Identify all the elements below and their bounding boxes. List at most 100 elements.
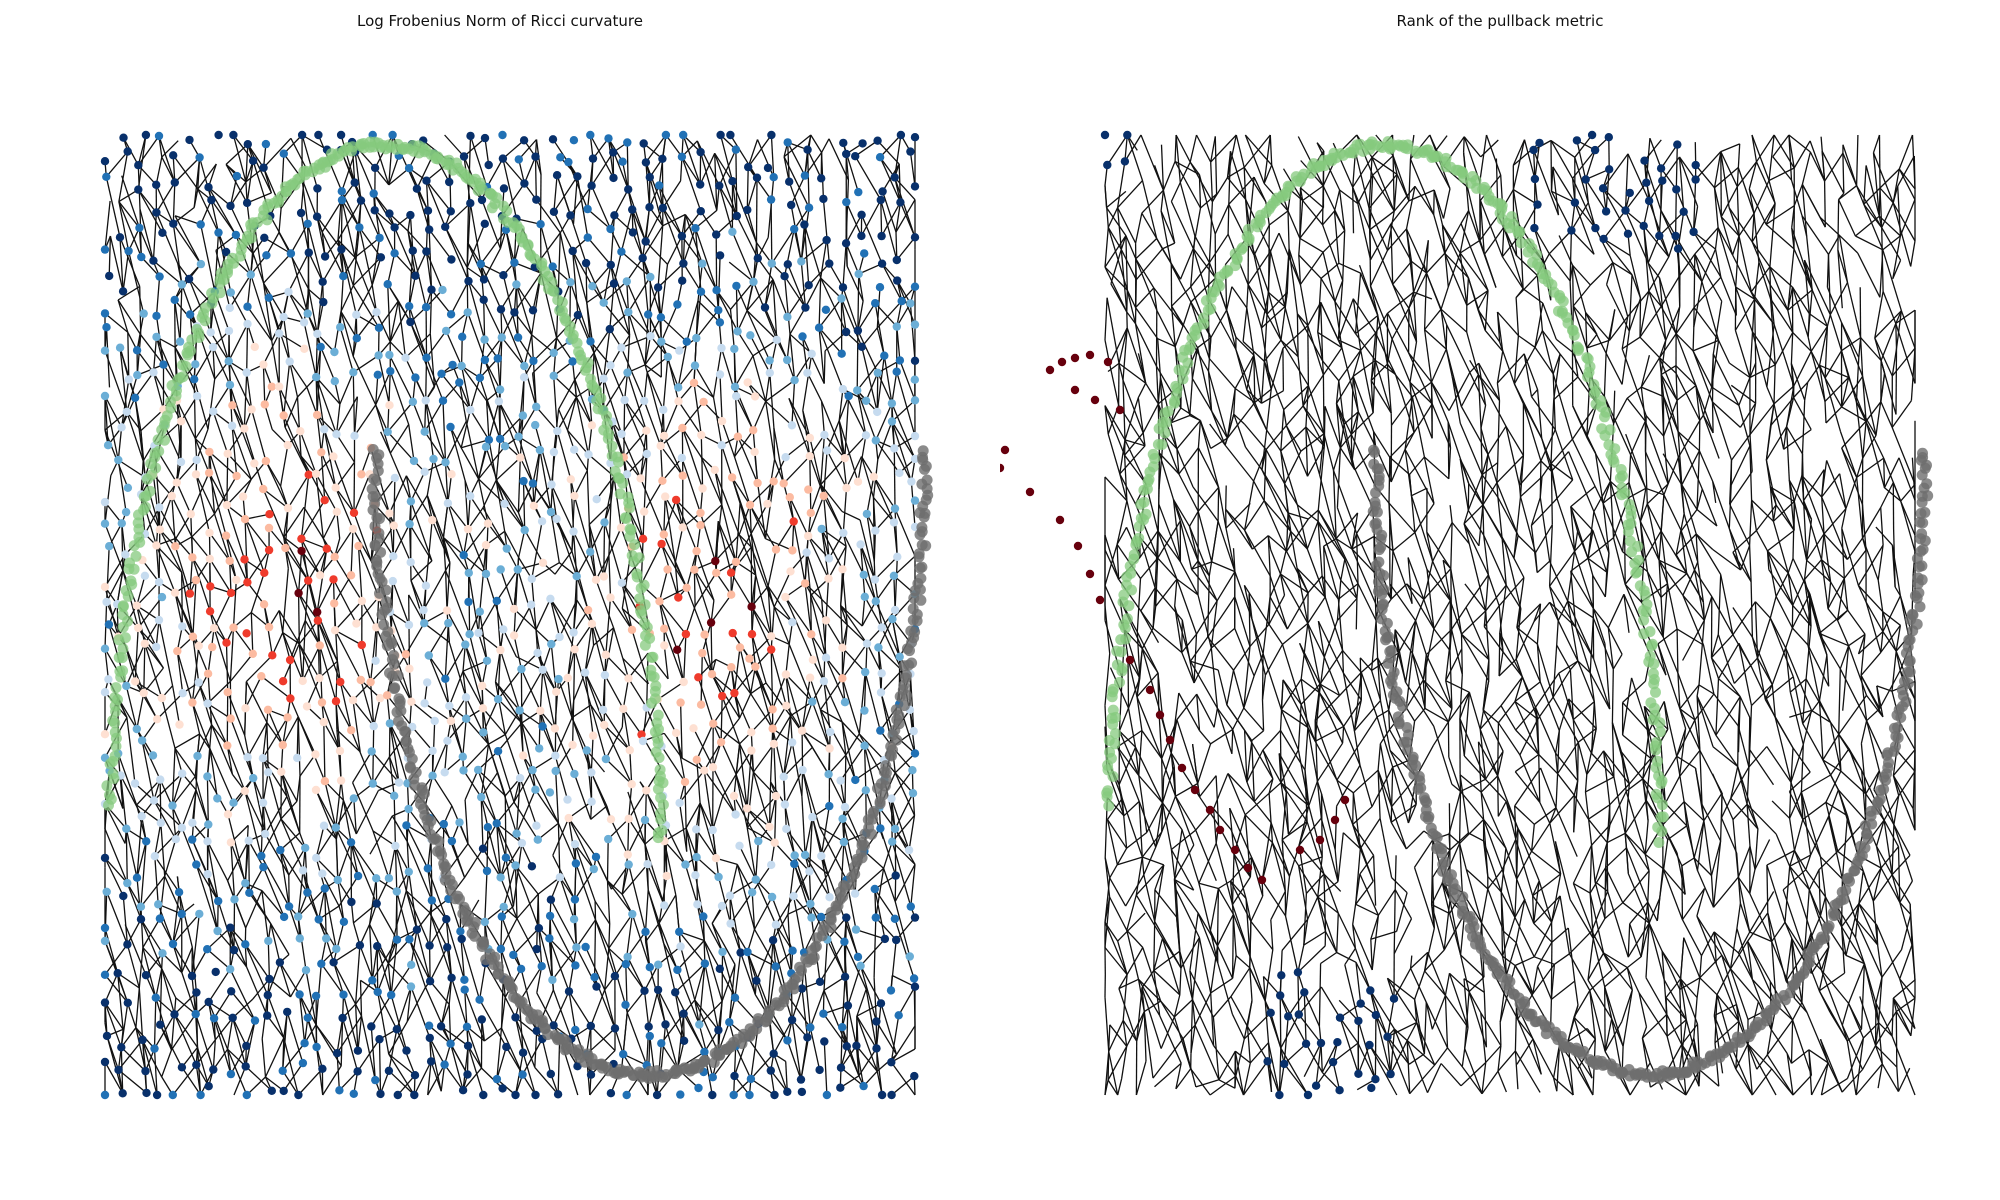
graph-edge (500, 916, 503, 950)
graph-node (790, 224, 799, 234)
graph-edge (660, 316, 688, 343)
graph-node (714, 872, 723, 882)
graph-node (910, 320, 920, 329)
graph-edge (627, 508, 644, 540)
graph-node (694, 673, 703, 682)
graph-node (480, 335, 489, 344)
graph-node (263, 1011, 272, 1020)
graph-node (130, 779, 140, 788)
graph-edge (620, 347, 645, 402)
graph-edge (407, 230, 427, 252)
graph-edge (645, 134, 667, 163)
graph-edge (702, 916, 706, 964)
graph-edge (409, 215, 414, 251)
graph-edge (858, 672, 866, 734)
graph-node (718, 691, 727, 701)
graph-edge (104, 857, 128, 884)
graph-edge (231, 425, 252, 480)
graph-edge (139, 209, 155, 261)
graph-edge (250, 612, 254, 654)
graph-edge (893, 448, 912, 482)
graph-edge (746, 310, 778, 341)
graph-edge (226, 478, 252, 506)
graph-node (301, 843, 310, 853)
graph-edge (573, 863, 577, 920)
graph-edge (624, 399, 647, 432)
graph-edge (714, 153, 738, 217)
graph-edge (819, 709, 831, 749)
graph-node (671, 495, 681, 505)
graph-edge (283, 134, 303, 155)
graph-edge (731, 181, 738, 217)
graph-edge (847, 1005, 858, 1046)
graph-edge (890, 798, 910, 851)
graph-node (518, 751, 528, 760)
graph-edge (137, 189, 157, 213)
graph-node (496, 944, 506, 954)
graph-node (203, 669, 213, 678)
graph-edge (342, 800, 352, 843)
graph-edge (352, 356, 377, 406)
graph-edge (261, 890, 285, 918)
graph-edge (891, 421, 916, 460)
graph-edge (448, 670, 464, 707)
graph-edge (523, 156, 537, 184)
graph-edge (710, 594, 732, 623)
graph-edge (657, 225, 664, 288)
graph-edge (316, 579, 335, 613)
graph-edge (332, 456, 355, 514)
graph-edge (463, 743, 489, 771)
graph-edge (747, 139, 759, 168)
graph-edge (553, 375, 577, 398)
graph-node (892, 255, 901, 265)
graph-node (538, 558, 548, 567)
graph-node (731, 810, 740, 819)
graph-edge (822, 198, 830, 264)
graph-node (438, 396, 448, 405)
graph-edge (550, 511, 560, 563)
graph-edge (262, 364, 266, 405)
graph-edge (246, 192, 272, 204)
graph-edge (503, 865, 517, 908)
graph-edge (554, 550, 573, 575)
graph-edge (463, 137, 486, 157)
graph-edge (755, 177, 758, 243)
graph-node (264, 768, 273, 777)
graph-node (700, 1047, 709, 1057)
graph-edge (663, 496, 666, 535)
graph-node (878, 187, 887, 196)
graph-edge (270, 923, 290, 955)
graph-node (873, 407, 882, 417)
graph-edge (841, 647, 866, 673)
graph-edge (497, 751, 515, 803)
graph-node (627, 780, 636, 789)
graph-node (890, 605, 900, 615)
graph-node (495, 434, 505, 444)
graph-node (673, 300, 682, 309)
graph-node (677, 231, 687, 241)
graph-edge (603, 302, 631, 336)
graph-node (895, 652, 904, 661)
graph-node (100, 936, 110, 946)
graph-node (320, 496, 329, 505)
graph-edge (477, 600, 498, 634)
graph-edge (449, 426, 466, 481)
graph-node (447, 973, 456, 982)
graph-edge (768, 781, 772, 827)
graph-node (583, 204, 592, 214)
graph-node (779, 772, 788, 781)
graph-edge (603, 675, 606, 726)
graph-node (763, 163, 773, 173)
graph-edge (806, 372, 823, 402)
graph-edge (642, 225, 664, 259)
graph-edge (154, 856, 159, 905)
graph-edge (874, 556, 898, 581)
graph-edge (427, 868, 433, 901)
graph-edge (569, 215, 587, 264)
graph-edge (316, 301, 324, 334)
graph-edge (253, 225, 265, 284)
graph-edge (446, 718, 467, 742)
graph-node (222, 500, 232, 510)
graph-node (330, 599, 339, 608)
graph-edge (280, 771, 298, 802)
